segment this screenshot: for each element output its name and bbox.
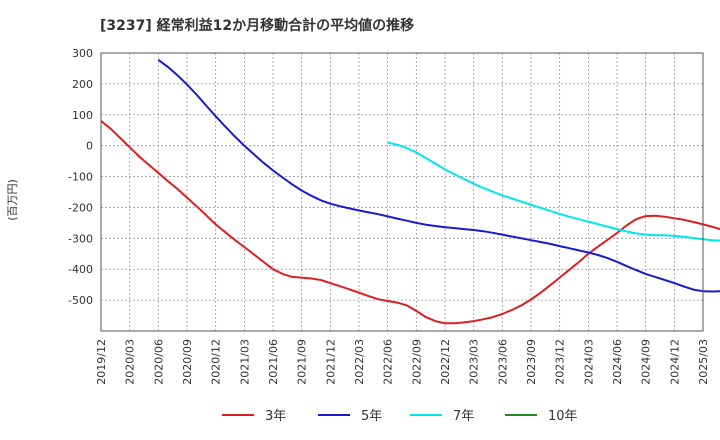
legend-label-3: 10年: [548, 409, 578, 424]
series-line-0: [100, 120, 720, 325]
x-tick-label: 2023/06: [496, 339, 509, 385]
legend: 3年 5年 7年 10年: [222, 409, 578, 424]
y-tick-label: -100: [68, 171, 93, 184]
x-tick-label: 2021/03: [238, 339, 251, 385]
legend-label-2: 7年: [453, 409, 474, 424]
x-tick-label: 2020/03: [124, 339, 137, 385]
x-tick-label: 2021/12: [324, 339, 337, 385]
grid: [100, 52, 704, 331]
y-tick-label: 100: [72, 109, 93, 122]
y-tick-label: -400: [68, 263, 93, 276]
x-tick-label: 2022/03: [353, 339, 366, 385]
x-tick-label: 2025/03: [697, 339, 710, 385]
x-tick-label: 2023/09: [525, 339, 538, 385]
x-tick-label: 2021/06: [267, 339, 280, 385]
x-tick-label: 2021/09: [296, 339, 309, 385]
x-tick-label: 2024/06: [611, 339, 624, 385]
y-tick-label: -300: [68, 232, 93, 245]
x-tick-label: 2023/03: [468, 339, 481, 385]
chart-title: [3237] 経常利益12か月移動合計の平均値の推移: [100, 17, 414, 34]
x-tick-label: 2022/09: [410, 339, 423, 385]
y-axis-label: (百万円): [6, 179, 19, 221]
x-tick-label: 2022/12: [439, 339, 452, 385]
x-tick-labels: 2019/12 2020/03 2020/06 2020/09 2020/12 2021/…: [95, 339, 710, 385]
y-tick-label: -500: [68, 294, 93, 307]
y-tick-label: 200: [72, 78, 93, 91]
y-tick-label: -200: [68, 201, 93, 214]
legend-label-1: 5年: [361, 409, 382, 424]
x-tick-label: 2020/12: [210, 339, 223, 385]
x-tick-label: 2022/06: [382, 339, 395, 385]
series-layer: [100, 58, 720, 325]
x-tick-label: 2024/03: [582, 339, 595, 385]
x-tick-label: 2019/12: [95, 339, 108, 385]
y-tick-label: 300: [72, 47, 93, 60]
x-tick-label: 2024/12: [668, 339, 681, 385]
x-tick-label: 2020/06: [152, 339, 165, 385]
legend-label-0: 3年: [265, 409, 286, 424]
series-line-2: [387, 141, 720, 242]
y-tick-label: 0: [86, 140, 93, 153]
series-line-1: [157, 58, 720, 293]
plot-frame: [100, 52, 704, 332]
x-tick-label: 2020/09: [181, 339, 194, 385]
y-tick-labels: 300 200 100 0 -100 -200 -300 -400 -500: [68, 47, 93, 307]
x-tick-label: 2023/12: [554, 339, 567, 385]
x-tick-label: 2024/09: [640, 339, 653, 385]
